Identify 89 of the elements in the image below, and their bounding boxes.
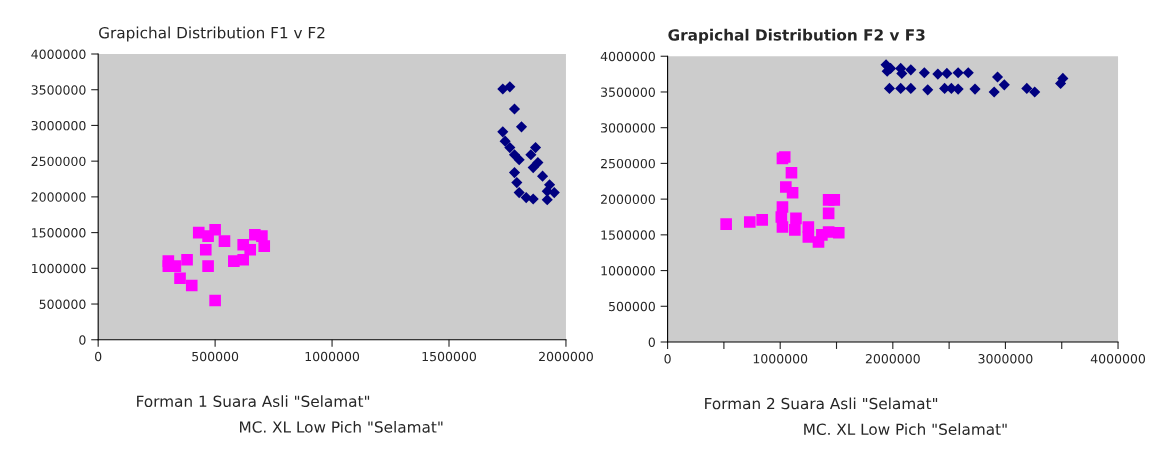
point: [244, 243, 257, 256]
y-tick-label: 3500000: [601, 87, 655, 97]
point: [776, 221, 789, 233]
point: [174, 272, 186, 285]
y-tick-label: 1500000: [601, 230, 655, 240]
text: Forman 2 Suara Asli "Selamat": [705, 397, 938, 410]
x-tick-label: 500000: [192, 351, 239, 362]
x-tick-label: 2000000: [865, 354, 920, 364]
point: [918, 67, 930, 79]
y-tick-label: 2500000: [31, 156, 86, 167]
point: [237, 253, 249, 266]
point: [504, 142, 516, 154]
x-tick-label: 2000000: [539, 351, 593, 362]
y-tick-label: 500000: [609, 301, 655, 312]
point: [527, 162, 539, 174]
point: [529, 142, 542, 154]
point: [802, 231, 815, 243]
point: [513, 187, 525, 199]
y-tick-label: 0: [79, 335, 86, 345]
point: [922, 84, 934, 96]
chart-title: Grapichal Distribution F1 v F2: [99, 26, 325, 42]
x-tick-label: 4000000: [1090, 354, 1146, 364]
point: [1021, 82, 1033, 94]
point: [199, 243, 212, 256]
point: [822, 194, 835, 206]
point: [786, 186, 799, 199]
point: [789, 224, 801, 236]
y-tick-label: 0: [648, 337, 655, 347]
point: [785, 166, 798, 179]
point: [508, 167, 521, 179]
point: [202, 260, 214, 272]
point: [895, 82, 907, 94]
point: [998, 79, 1010, 91]
point: [541, 194, 553, 206]
point: [497, 126, 509, 138]
point: [1029, 86, 1041, 98]
text: MC. XL Low Pich "Selamat": [804, 423, 1007, 436]
point: [258, 240, 271, 252]
point: [832, 226, 845, 239]
point: [525, 149, 537, 161]
y-tick-label: 1000000: [601, 266, 655, 276]
point: [209, 294, 221, 307]
point: [822, 207, 835, 220]
x-tick-label: 1000000: [305, 351, 360, 362]
point: [962, 67, 974, 79]
text: MC. XL Low Pich "Selamat": [240, 420, 443, 433]
y-tick-label: 1500000: [32, 228, 86, 238]
point: [905, 82, 917, 94]
x-tick-label: 1500000: [422, 351, 477, 362]
text: Forman 1 Suara Asli "Selamat": [137, 395, 370, 408]
y-tick-label: 4000000: [31, 49, 86, 59]
point: [218, 235, 231, 247]
point: [790, 212, 802, 225]
point: [743, 216, 756, 228]
point: [941, 67, 953, 79]
point: [822, 226, 835, 238]
y-tick-label: 4000000: [600, 51, 655, 62]
y-tick-label: 500000: [39, 299, 86, 309]
y-tick-label: 3000000: [31, 120, 86, 131]
point: [513, 154, 525, 166]
point: [905, 64, 917, 76]
point: [883, 82, 895, 94]
y-tick-label: 3000000: [601, 123, 655, 133]
point: [504, 81, 516, 93]
y-tick-label: 2500000: [601, 158, 655, 169]
y-tick-label: 3500000: [31, 85, 86, 95]
point: [756, 214, 768, 226]
y-tick-label: 2000000: [31, 192, 86, 202]
x-tick-label: 3000000: [978, 354, 1033, 364]
point: [181, 253, 193, 266]
point: [969, 83, 981, 95]
point: [952, 67, 964, 79]
point: [508, 103, 521, 115]
point: [932, 68, 944, 80]
x-tick-label: 0: [95, 351, 102, 362]
y-tick-label: 2000000: [601, 194, 655, 205]
point: [209, 223, 221, 236]
point: [991, 71, 1004, 83]
point: [499, 135, 511, 147]
point: [515, 121, 528, 133]
point: [185, 279, 198, 292]
point: [988, 86, 1000, 98]
point: [537, 170, 549, 182]
x-tick-label: 0: [664, 354, 671, 364]
point: [511, 177, 523, 189]
chart-title: Grapichal Distribution F2 v F3: [668, 28, 925, 44]
y-tick-label: 1000000: [32, 263, 86, 274]
point: [720, 218, 732, 230]
x-tick-label: 1000000: [753, 354, 808, 364]
